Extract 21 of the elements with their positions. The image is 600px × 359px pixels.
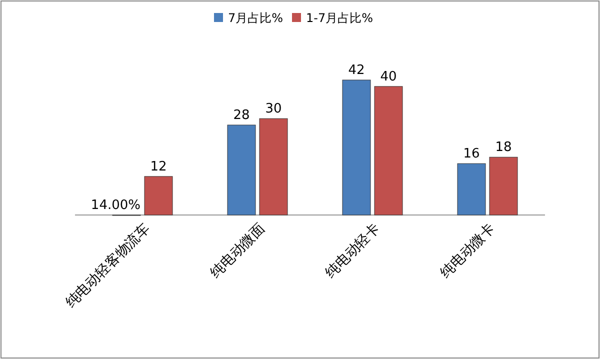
bar: [342, 80, 371, 216]
data-label: 12: [150, 159, 167, 174]
legend-label: 7月占比%: [228, 11, 284, 25]
bar: [374, 86, 403, 216]
x-tick-label: 纯电动轻卡: [322, 220, 384, 282]
data-label: 30: [265, 102, 282, 117]
data-label: 40: [380, 69, 397, 84]
data-label: 42: [348, 63, 365, 78]
x-tick-label: 纯电动微卡: [438, 220, 498, 282]
data-label: 28: [233, 108, 250, 123]
bar: [227, 124, 256, 216]
bar: [489, 156, 518, 216]
x-tick-label: 纯电动轻客物流车: [62, 220, 154, 312]
bar: [144, 176, 173, 216]
bar: [259, 118, 288, 216]
data-label: 18: [495, 140, 512, 156]
bar: [457, 163, 486, 216]
legend-label: 1-7月占比%: [306, 11, 374, 25]
data-label: 16: [463, 146, 480, 162]
annotation: 14.00%: [90, 198, 140, 213]
x-tick-label: 纯电动微面: [208, 220, 268, 282]
